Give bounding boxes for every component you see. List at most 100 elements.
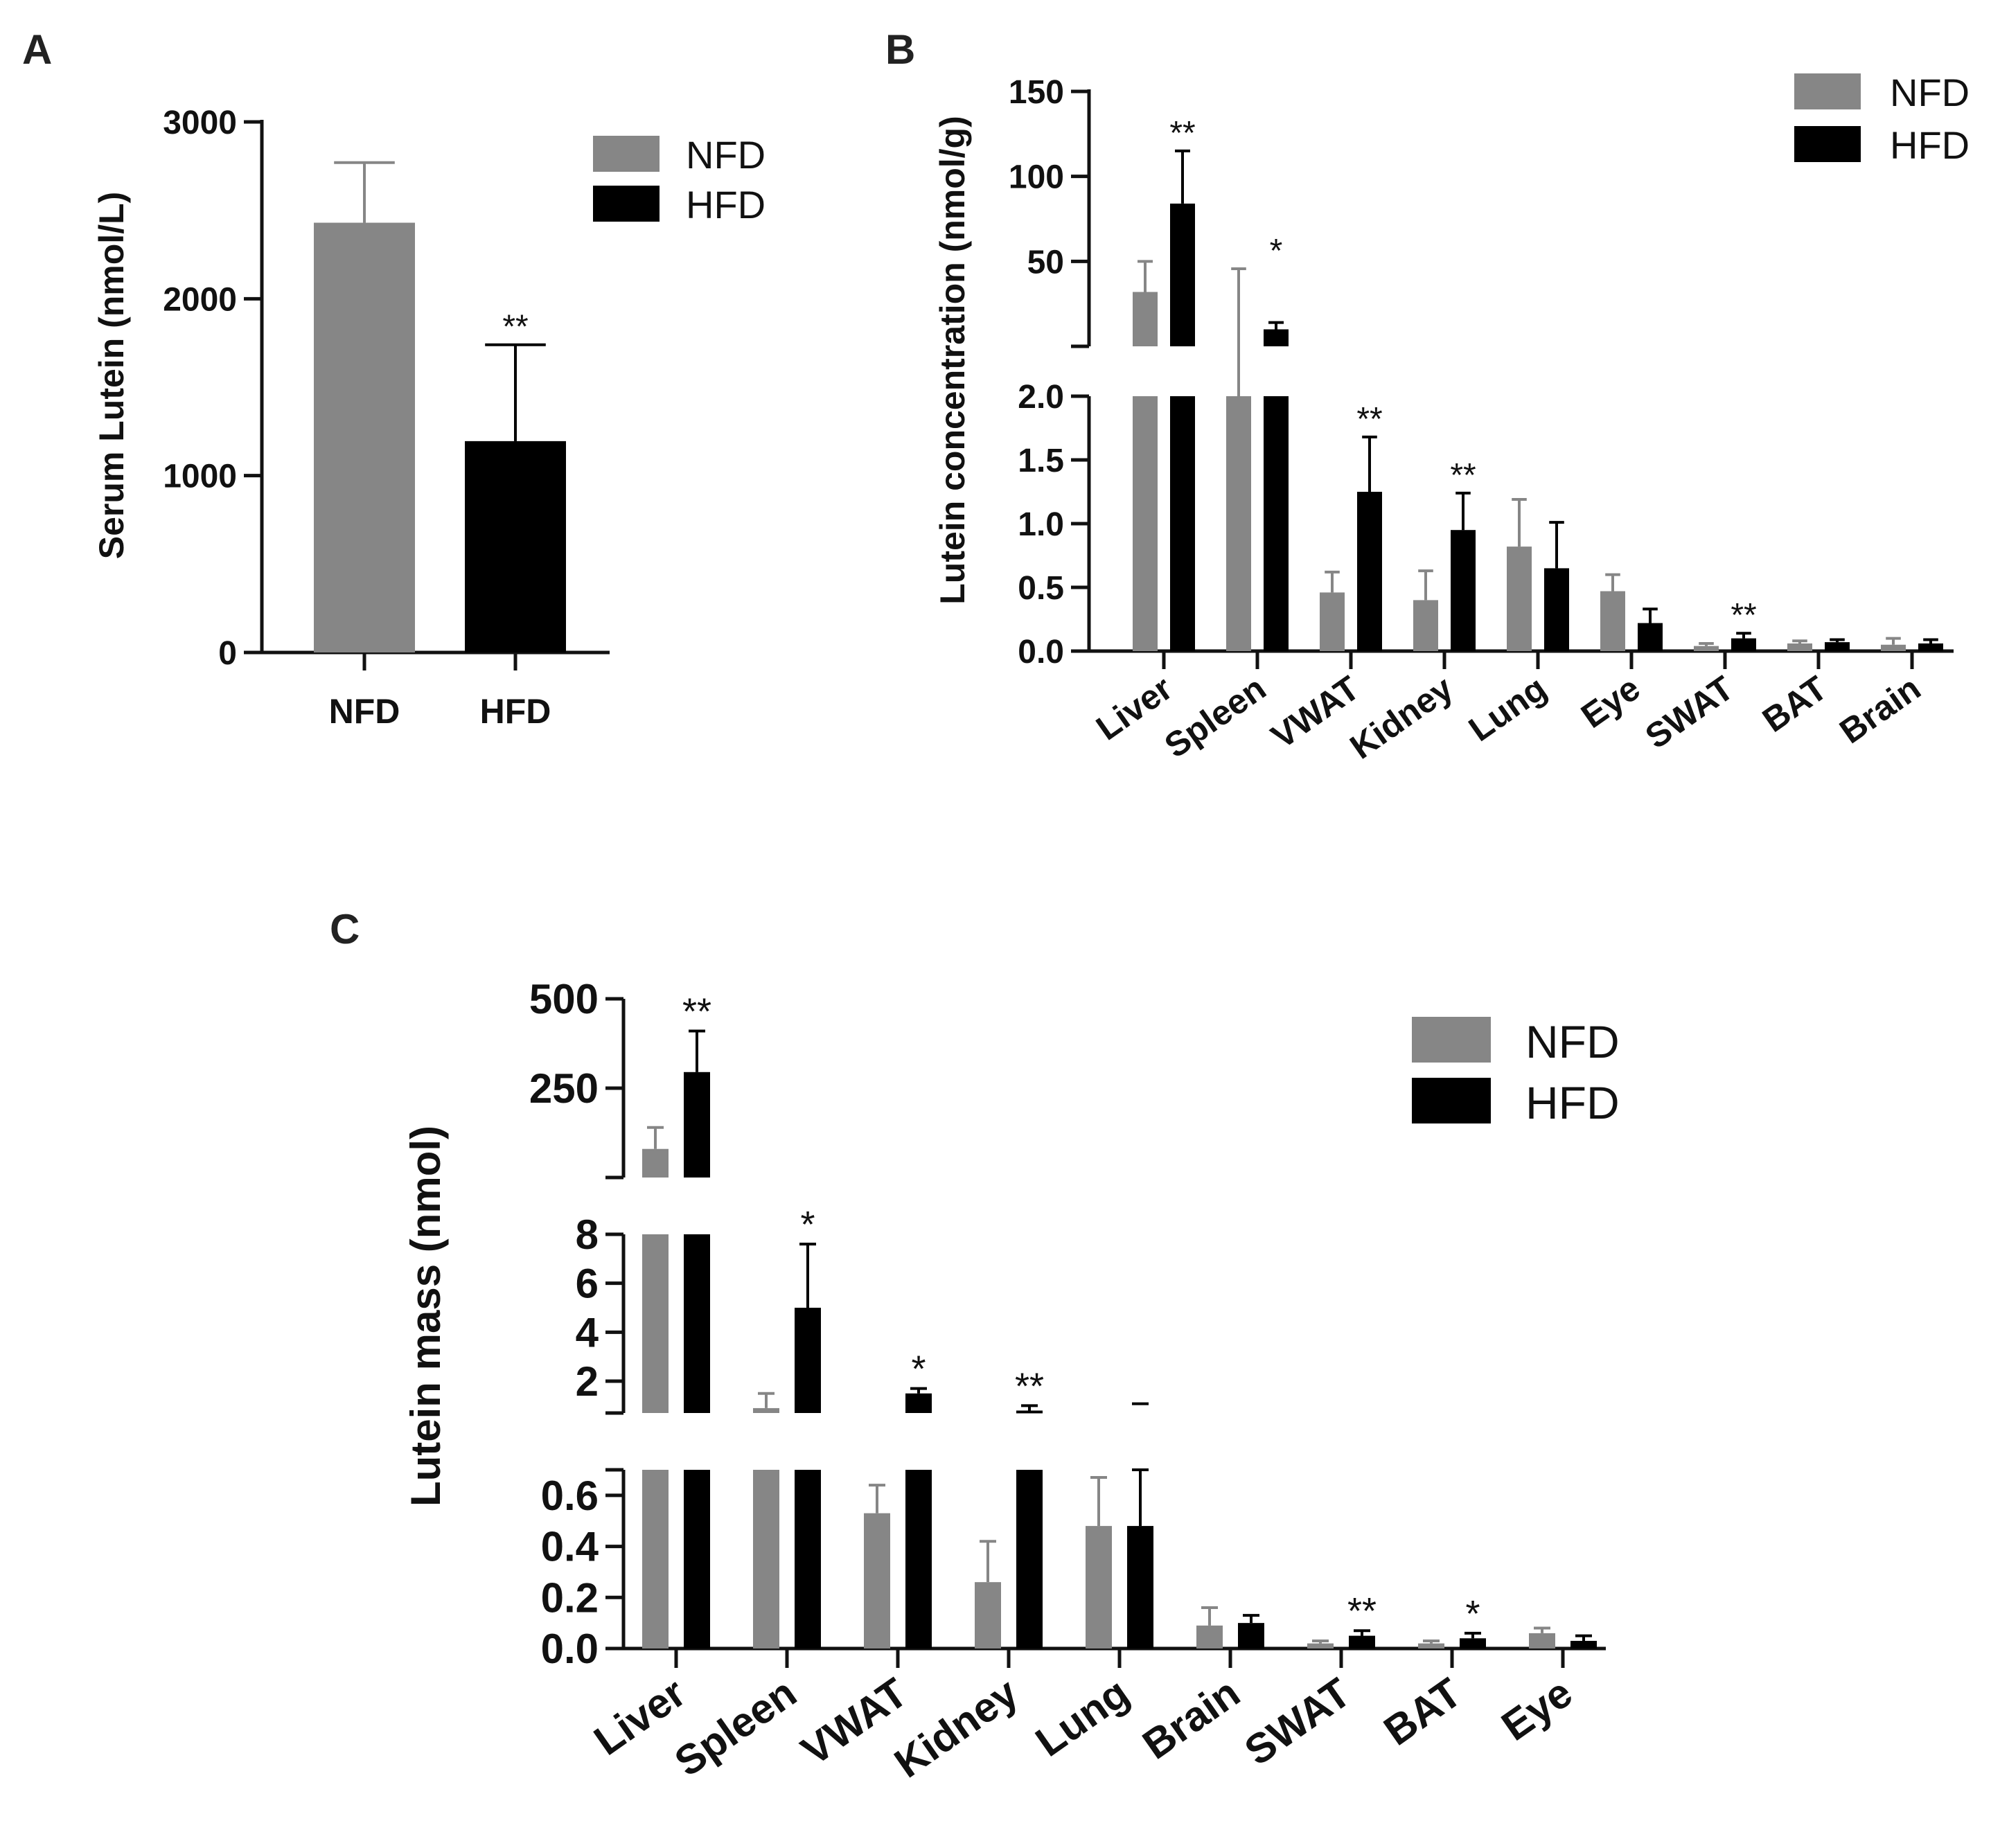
panel-a-legend-hfd-swatch [593,186,660,222]
panel-b-bar-hfd-spleen [1264,396,1289,651]
panel-a-legend-nfd-swatch [593,136,660,172]
panel-c-error-hfd-lung [1132,1468,1149,1527]
panel-b-error-hfd-brain [1923,638,1938,643]
panel-b-error-nfd-kidney [1418,569,1433,601]
panel-a-ytick-label: 3000 [163,105,237,141]
panel-c-bar-nfd-spleen [753,1470,779,1649]
panel-b-error-nfd-eye [1605,573,1620,592]
panel-c-legend-hfd-label: HFD [1525,1077,1620,1128]
panel-c-error-nfd-bat [1423,1639,1440,1644]
panel-b-ytick-label: 1.0 [1018,506,1064,543]
panel-c-bar-hfd-liver [684,1234,710,1413]
panel-c-bar-nfd-spleen [753,1407,779,1413]
panel-c-error-hfd-spleen [799,1243,816,1308]
panel-b-xtick-label: BAT [1755,668,1834,740]
panel-b-bar-nfd-swat [1694,646,1719,651]
panel-c-significance: * [800,1204,815,1245]
panel-b-error-hfd-bat [1830,638,1845,643]
panel-c-bar-nfd-vwat [864,1513,890,1649]
panel-b-xtick-label: Lung [1462,668,1553,749]
panel-c-legend-hfd-swatch [1412,1078,1491,1123]
panel-b-bar-hfd-swat [1731,638,1756,651]
panel-c-legend-nfd-swatch [1412,1017,1491,1063]
panel-b-error-hfd-swat [1736,632,1751,639]
panel-a-xtick-label: HFD [480,692,551,731]
panel-b-error-nfd-vwat [1325,570,1340,593]
panel-c-bar-nfd-liver [642,1148,669,1178]
panel-b-xtick-label: Spleen [1158,668,1273,765]
panel-c-xtick-label: BAT [1376,1669,1470,1754]
panel-b-significance: ** [1169,115,1195,152]
panel-c-significance: ** [1015,1365,1044,1407]
panel-c-bar-nfd-brain [1196,1625,1223,1649]
panel-b-bar-nfd-spleen [1226,396,1251,651]
panel-c-xtick-label: Brain [1134,1669,1248,1768]
panel-b-error-nfd-bat [1792,639,1807,643]
panel-b-error-hfd-liver [1175,149,1190,204]
panel-c-bar-hfd-spleen [795,1308,821,1413]
panel-c-bar-hfd-brain [1238,1623,1264,1649]
panel-b-legend-nfd-label: NFD [1890,71,1970,114]
panel-c-ytick-label: 500 [529,976,599,1022]
panel-b-error-hfd-eye [1643,607,1658,623]
panel-c-error-nfd-eye [1534,1626,1550,1633]
panel-b-xtick-label: Brain [1832,668,1927,751]
panel-c-significance: * [911,1349,926,1390]
panel-c-xtick-label: Lung [1027,1669,1138,1766]
panel-c-xtick-label: SWAT [1237,1669,1359,1775]
panel-c-ytick-label: 8 [576,1211,599,1258]
panel-b-significance: * [1270,233,1283,269]
panel-c-bar-hfd-vwat [905,1470,932,1649]
panel-b-ytick-label: 1.5 [1018,443,1064,479]
panel-b-bar-nfd-vwat [1320,592,1345,651]
panel-c-bar-hfd-swat [1349,1635,1375,1649]
panel-b-ytick-label: 100 [1009,159,1064,196]
panel-b-bar-hfd-liver [1170,396,1195,651]
panel-c-legend-nfd-label: NFD [1525,1016,1620,1067]
panel-c-xtick-label: Kidney [886,1669,1027,1786]
panel-c-ytick-label: 6 [576,1261,599,1307]
panel-c-ytick-label: 4 [576,1309,599,1356]
panel-b-error-nfd-spleen [1231,267,1246,396]
panel-c-bar-hfd-kidney [1016,1470,1043,1649]
panel-b-ytick-label: 0.0 [1018,634,1064,670]
panel-c-error-nfd-spleen [758,1392,775,1408]
panel-c-bar-hfd-lung [1127,1526,1153,1649]
panel-c-error-hfd-vwat [910,1387,927,1394]
panel-b-xtick-label: Eye [1574,668,1647,736]
panel-b-bar-hfd-liver [1170,203,1195,346]
panel-c-significance: * [1465,1593,1480,1635]
panel-a-legend: NFD HFD [593,133,766,226]
panel-b-significance: ** [1356,401,1382,438]
panel-b-significance: ** [1731,597,1756,634]
panel-c-bar-hfd-eye [1570,1640,1597,1649]
panel-c-error-nfd-vwat [869,1484,885,1513]
panel-c-error-hfd-swat [1354,1629,1370,1636]
panel-c-error-nfd-kidney [980,1540,996,1583]
panel-b-bar-hfd-eye [1638,623,1663,651]
panel-c-ytick-label: 0.0 [541,1626,599,1672]
panel-a-ytick-label: 1000 [163,459,237,495]
panel-b-ylabel: Lutein concentration (nmol/g) [933,116,972,605]
panel-c-xtick-label: Spleen [666,1669,805,1786]
panel-c-bar-hfd-bat [1460,1638,1486,1649]
panel-b-bar-hfd-spleen [1264,329,1289,346]
panel-b-bar-nfd-liver [1133,396,1158,651]
panel-b-error-nfd-lung [1512,498,1527,547]
panel-c-ytick-label: 0.6 [541,1473,599,1519]
panel-b-ytick-label: 150 [1009,74,1064,111]
panel-a-legend-nfd-label: NFD [686,133,766,177]
panel-c-legend: NFD HFD [1412,1016,1620,1128]
panel-b-bar-hfd-vwat [1357,492,1382,651]
panel-a-bar-hfd-hfd [465,441,566,652]
panel-b-letter: B [885,26,915,73]
panel-b-error-hfd-kidney [1455,491,1471,531]
panel-c-bar-nfd-eye [1529,1633,1555,1649]
panel-a-significance: ** [502,309,528,346]
panel-c-error-hfd-bat [1464,1631,1481,1639]
panel-c-error-hfd-eye [1575,1634,1592,1641]
panel-b-error-hfd-spleen [1268,321,1284,330]
panel-b-bar-hfd-brain [1918,643,1943,651]
panel-b-legend-hfd-swatch [1794,126,1861,162]
